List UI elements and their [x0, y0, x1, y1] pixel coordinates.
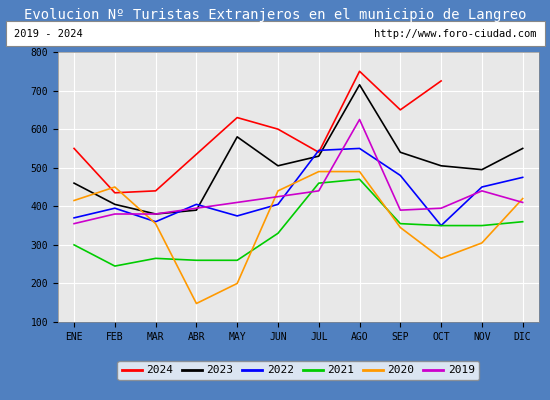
- Legend: 2024, 2023, 2022, 2021, 2020, 2019: 2024, 2023, 2022, 2021, 2020, 2019: [117, 361, 480, 380]
- 2020: [397, 225, 404, 230]
- 2020: [71, 198, 78, 203]
- 2021: [478, 223, 485, 228]
- 2021: [274, 231, 281, 236]
- 2023: [193, 208, 200, 212]
- 2022: [193, 202, 200, 207]
- 2019: [478, 188, 485, 193]
- 2023: [71, 181, 78, 186]
- 2020: [152, 221, 159, 226]
- 2024: [274, 127, 281, 132]
- 2024: [316, 150, 322, 155]
- 2020: [234, 281, 240, 286]
- 2021: [234, 258, 240, 263]
- 2023: [519, 146, 526, 151]
- 2019: [152, 212, 159, 216]
- 2021: [152, 256, 159, 261]
- 2021: [397, 221, 404, 226]
- Line: 2019: 2019: [74, 120, 522, 224]
- 2024: [112, 190, 118, 195]
- 2022: [478, 184, 485, 189]
- 2023: [274, 163, 281, 168]
- 2022: [71, 216, 78, 220]
- 2024: [234, 115, 240, 120]
- Line: 2024: 2024: [74, 71, 441, 193]
- 2022: [274, 202, 281, 207]
- 2019: [112, 212, 118, 216]
- 2020: [356, 169, 363, 174]
- 2020: [438, 256, 444, 261]
- 2023: [478, 167, 485, 172]
- Line: 2023: 2023: [74, 85, 522, 214]
- 2022: [397, 173, 404, 178]
- 2023: [438, 163, 444, 168]
- 2020: [316, 169, 322, 174]
- 2021: [438, 223, 444, 228]
- 2021: [356, 177, 363, 182]
- 2021: [316, 181, 322, 186]
- 2022: [356, 146, 363, 151]
- 2020: [112, 184, 118, 189]
- 2020: [478, 240, 485, 245]
- Line: 2020: 2020: [74, 172, 522, 304]
- 2024: [397, 108, 404, 112]
- 2019: [316, 188, 322, 193]
- Text: http://www.foro-ciudad.com: http://www.foro-ciudad.com: [374, 28, 536, 38]
- Line: 2021: 2021: [74, 179, 522, 266]
- 2024: [438, 78, 444, 83]
- 2024: [193, 152, 200, 157]
- 2021: [71, 242, 78, 247]
- 2022: [234, 214, 240, 218]
- 2022: [519, 175, 526, 180]
- 2022: [438, 223, 444, 228]
- 2023: [356, 82, 363, 87]
- 2023: [152, 212, 159, 216]
- 2023: [234, 134, 240, 139]
- 2020: [193, 301, 200, 306]
- 2021: [112, 264, 118, 268]
- 2023: [316, 154, 322, 158]
- 2023: [112, 202, 118, 207]
- 2022: [316, 148, 322, 153]
- Text: 2019 - 2024: 2019 - 2024: [14, 28, 82, 38]
- 2020: [274, 188, 281, 193]
- 2022: [152, 219, 159, 224]
- 2020: [519, 196, 526, 201]
- 2021: [193, 258, 200, 263]
- 2023: [397, 150, 404, 155]
- 2019: [519, 200, 526, 205]
- 2021: [519, 219, 526, 224]
- 2019: [438, 206, 444, 211]
- Text: Evolucion Nº Turistas Extranjeros en el municipio de Langreo: Evolucion Nº Turistas Extranjeros en el …: [24, 8, 526, 22]
- 2024: [356, 69, 363, 74]
- Line: 2022: 2022: [74, 148, 522, 226]
- 2019: [356, 117, 363, 122]
- 2024: [152, 188, 159, 193]
- 2019: [397, 208, 404, 212]
- 2019: [71, 221, 78, 226]
- 2024: [71, 146, 78, 151]
- 2022: [112, 206, 118, 211]
